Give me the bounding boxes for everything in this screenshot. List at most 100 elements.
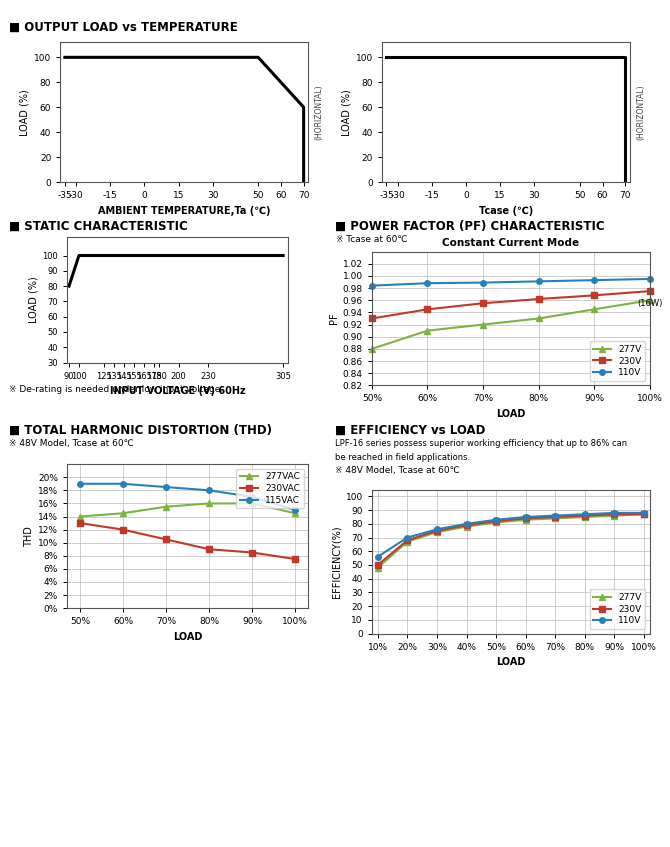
230V — [522, 513, 530, 523]
230V — [646, 286, 654, 296]
Text: ■ EFFICIENCY vs LOAD: ■ EFFICIENCY vs LOAD — [335, 424, 485, 436]
277V — [581, 512, 589, 522]
277V — [479, 319, 487, 329]
Y-axis label: LOAD (%): LOAD (%) — [342, 89, 352, 136]
Text: (HORIZONTAL): (HORIZONTAL) — [636, 85, 645, 140]
Text: ■ POWER FACTOR (PF) CHARACTERISTIC: ■ POWER FACTOR (PF) CHARACTERISTIC — [335, 220, 604, 233]
110V — [479, 278, 487, 288]
230V — [551, 512, 559, 522]
110V — [581, 509, 589, 519]
110V — [522, 512, 530, 522]
Y-axis label: THD: THD — [23, 526, 34, 546]
Y-axis label: EFFICIENCY(%): EFFICIENCY(%) — [332, 525, 342, 598]
277V — [640, 509, 648, 519]
110V — [640, 508, 648, 518]
277V — [374, 562, 382, 573]
230VAC — [119, 524, 127, 534]
277V — [590, 304, 598, 314]
110V — [551, 511, 559, 521]
277V — [551, 513, 559, 523]
Text: ※ 48V Model, Tcase at 60℃: ※ 48V Model, Tcase at 60℃ — [335, 466, 460, 474]
230V — [610, 509, 618, 519]
Text: ※ 48V Model, Tcase at 60℃: ※ 48V Model, Tcase at 60℃ — [9, 440, 133, 448]
110V — [646, 274, 654, 284]
230V — [374, 560, 382, 570]
Title: Constant Current Mode: Constant Current Mode — [442, 238, 580, 248]
230V — [368, 313, 376, 324]
277V — [610, 511, 618, 521]
110V — [462, 518, 470, 529]
230V — [581, 511, 589, 521]
277V — [646, 295, 654, 305]
115VAC — [162, 482, 170, 492]
Line: 110V: 110V — [375, 510, 647, 560]
115VAC — [248, 492, 256, 502]
230V — [479, 298, 487, 308]
Text: ■ OUTPUT LOAD vs TEMPERATURE: ■ OUTPUT LOAD vs TEMPERATURE — [9, 21, 237, 34]
277V — [433, 527, 441, 537]
277VAC — [248, 498, 256, 508]
110V — [590, 275, 598, 285]
115VAC — [291, 505, 299, 515]
X-axis label: INPUT VOLTAGE (V) 60Hz: INPUT VOLTAGE (V) 60Hz — [110, 386, 245, 396]
Line: 277VAC: 277VAC — [77, 501, 298, 519]
230V — [462, 520, 470, 530]
110V — [403, 533, 411, 543]
110V — [423, 278, 431, 288]
277VAC — [76, 512, 84, 522]
X-axis label: LOAD: LOAD — [496, 657, 525, 667]
277VAC — [291, 508, 299, 518]
115VAC — [76, 479, 84, 489]
X-axis label: LOAD: LOAD — [173, 632, 202, 642]
277VAC — [205, 498, 213, 508]
Line: 110V: 110V — [369, 276, 653, 288]
Line: 230VAC: 230VAC — [77, 520, 298, 562]
Y-axis label: LOAD (%): LOAD (%) — [20, 89, 30, 136]
Text: ※ De-rating is needed under low input voltage.: ※ De-rating is needed under low input vo… — [9, 385, 223, 394]
Y-axis label: PF: PF — [328, 313, 338, 324]
Line: 115VAC: 115VAC — [77, 481, 298, 512]
110V — [492, 515, 500, 525]
230V — [640, 509, 648, 519]
115VAC — [205, 485, 213, 495]
110V — [610, 508, 618, 518]
230V — [492, 516, 500, 526]
277V — [403, 537, 411, 547]
Legend: 277V, 230V, 110V: 277V, 230V, 110V — [590, 590, 645, 629]
230V — [535, 294, 543, 304]
230V — [433, 526, 441, 536]
277V — [492, 518, 500, 528]
230VAC — [248, 547, 256, 557]
277V — [462, 522, 470, 532]
110V — [535, 276, 543, 286]
277V — [423, 325, 431, 335]
Text: ■ STATIC CHARACTERISTIC: ■ STATIC CHARACTERISTIC — [9, 220, 188, 233]
Text: (16W): (16W) — [637, 299, 663, 308]
230V — [590, 291, 598, 301]
X-axis label: LOAD: LOAD — [496, 409, 525, 419]
Y-axis label: LOAD (%): LOAD (%) — [28, 276, 38, 324]
277V — [522, 515, 530, 525]
277VAC — [162, 501, 170, 512]
277VAC — [119, 508, 127, 518]
Text: (HORIZONTAL): (HORIZONTAL) — [314, 85, 324, 140]
Line: 230V: 230V — [375, 512, 647, 567]
277V — [535, 313, 543, 324]
Text: ※ Tcase at 60℃: ※ Tcase at 60℃ — [336, 235, 408, 244]
230V — [403, 535, 411, 545]
Legend: 277V, 230V, 110V: 277V, 230V, 110V — [590, 341, 645, 381]
230VAC — [205, 544, 213, 554]
Line: 277V: 277V — [375, 512, 647, 571]
110V — [368, 280, 376, 291]
230VAC — [76, 518, 84, 529]
Line: 230V: 230V — [369, 288, 653, 321]
X-axis label: AMBIENT TEMPERATURE,Ta (℃): AMBIENT TEMPERATURE,Ta (℃) — [98, 206, 271, 216]
230V — [423, 304, 431, 314]
Text: be reached in field applications.: be reached in field applications. — [335, 453, 470, 462]
115VAC — [119, 479, 127, 489]
Legend: 277VAC, 230VAC, 115VAC: 277VAC, 230VAC, 115VAC — [237, 468, 304, 508]
110V — [433, 524, 441, 534]
277V — [368, 344, 376, 354]
Line: 277V: 277V — [369, 297, 653, 352]
Text: ■ TOTAL HARMONIC DISTORTION (THD): ■ TOTAL HARMONIC DISTORTION (THD) — [9, 424, 272, 436]
